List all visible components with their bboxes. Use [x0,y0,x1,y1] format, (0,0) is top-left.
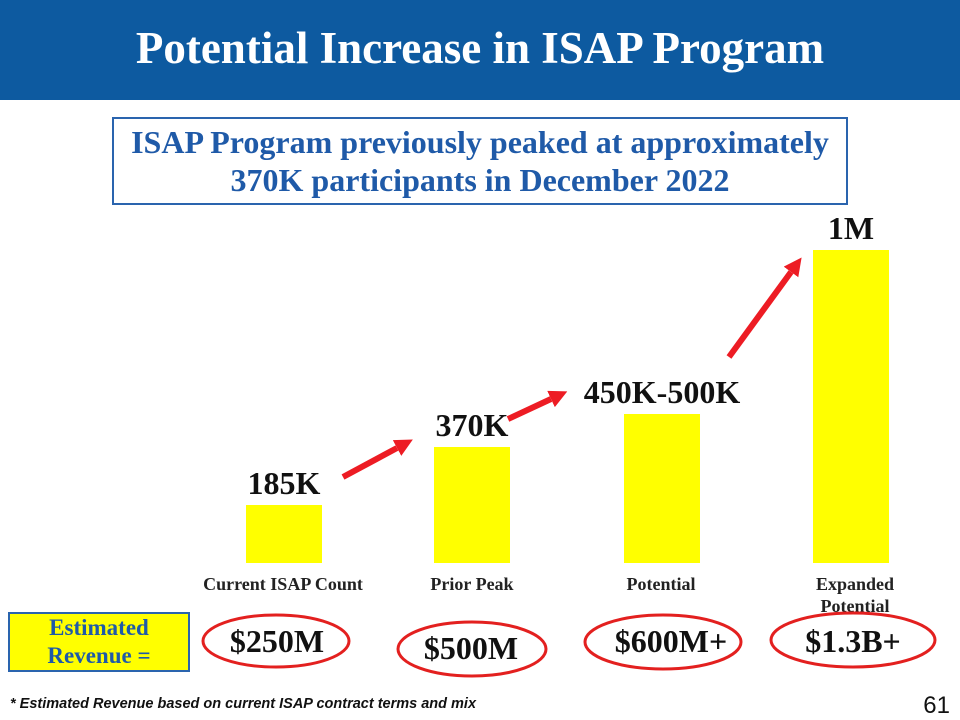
estimated-revenue-label-line-1: Estimated [49,615,149,640]
growth-arrow-3 [726,257,802,359]
footnote: * Estimated Revenue based on current ISA… [10,696,477,712]
category-label-expanded-potential: Expanded Potential [815,574,895,616]
revenue-value-potential: $600M+ [614,623,728,659]
slide-title: Potential Increase in ISAP Program [135,23,825,73]
bar-data-label-current-isap-count: 185K [247,465,321,502]
bar-data-label-potential: 450K-500K [583,374,741,411]
callout-box: ISAP Program previously peaked at approx… [112,117,848,205]
bar-potential [624,414,700,563]
title-bar: Potential Increase in ISAP Program [0,0,960,100]
revenue-value-current-isap-count: $250M [229,623,325,659]
bar-current-isap-count [246,505,322,563]
bar-data-label-expanded-potential: 1M [827,210,875,246]
bar-prior-peak [434,447,510,563]
category-label-current-isap-count: Current ISAP Count [203,574,363,594]
revenue-value-expanded-potential: $1.3B+ [805,623,901,659]
bar-expanded-potential [813,250,889,563]
callout-line-1: ISAP Program previously peaked at approx… [131,124,829,160]
estimated-revenue-box: Estimated Revenue = [8,612,190,672]
category-label-potential: Potential [626,574,696,594]
bar-data-label-prior-peak: 370K [435,407,509,444]
revenue-value-prior-peak: $500M [423,630,519,666]
category-label-prior-peak: Prior Peak [430,574,514,594]
callout-line-2: 370K participants in December 2022 [230,162,730,198]
estimated-revenue-label-line-2: Revenue = [47,643,151,668]
page-number: 61 [923,692,950,719]
